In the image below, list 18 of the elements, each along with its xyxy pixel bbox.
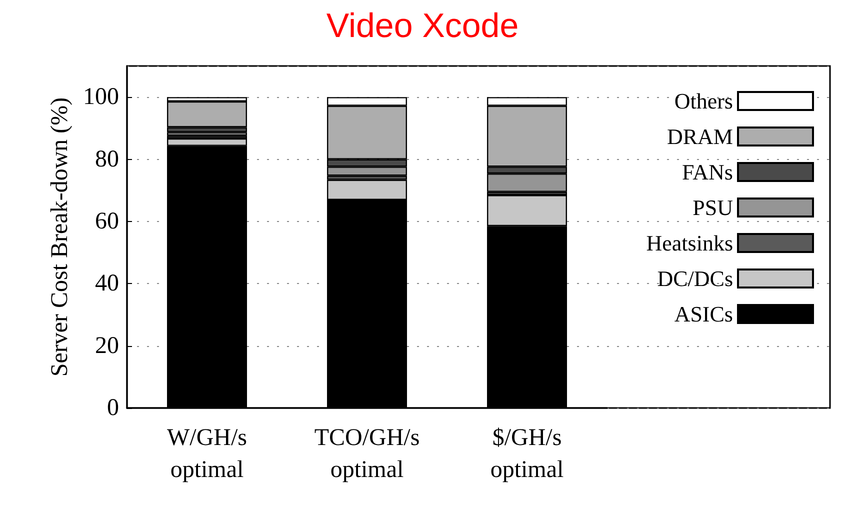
y-tick-label: 0: [107, 395, 119, 421]
y-tick-label: 40: [95, 270, 119, 297]
legend-label: DRAM: [666, 124, 733, 149]
y-tick-label: 100: [83, 84, 119, 110]
y-tick-label: 60: [95, 208, 119, 234]
legend-label: DC/DCs: [657, 266, 733, 291]
x-tick-label: TCO/GH/s optimal: [314, 425, 420, 483]
x-tick-label: $/GH/s optimal: [490, 425, 564, 483]
y-tick-label: 20: [95, 332, 119, 359]
legend-label: Heatsinks: [646, 230, 733, 256]
chart-title: Video Xcode: [326, 7, 519, 45]
x-tick-label: W/GH/s optimal: [167, 425, 247, 483]
legend-label: Others: [674, 88, 733, 114]
legend-label: FANs: [682, 160, 733, 184]
legend-label: PSU: [692, 195, 734, 220]
y-axis-title: Server Cost Break-down (%): [47, 97, 73, 377]
legend-label: ASICs: [674, 302, 733, 326]
y-tick-label: 80: [95, 146, 119, 172]
